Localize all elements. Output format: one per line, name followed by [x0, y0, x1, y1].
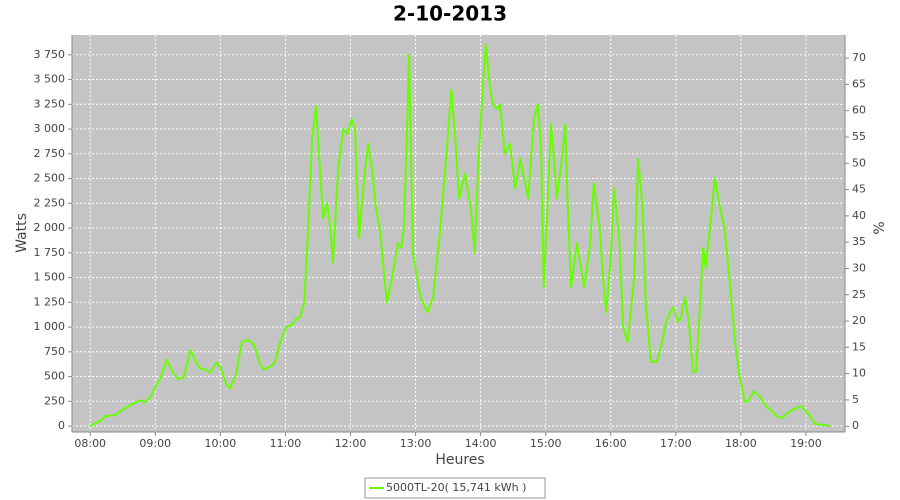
y-tick-label: 250	[44, 394, 65, 407]
x-tick-label: 13:00	[400, 437, 432, 450]
y-tick-label: 2 000	[34, 221, 66, 234]
y2-tick-label: 70	[852, 51, 866, 64]
y-tick-label: 1 000	[34, 320, 66, 333]
y2-tick-label: 5	[852, 393, 859, 406]
y-tick-label: 3 250	[34, 97, 66, 110]
legend	[364, 477, 546, 499]
x-tick-label: 16:00	[595, 437, 627, 450]
y-tick-label: 2 750	[34, 147, 66, 160]
y-tick-label: 1 500	[34, 271, 66, 284]
x-tick-label: 14:00	[465, 437, 497, 450]
x-axis-label: Heures	[435, 452, 484, 468]
y-tick-label: 3 750	[34, 48, 66, 61]
y2-tick-label: 15	[852, 340, 866, 353]
x-tick-label: 09:00	[139, 437, 171, 450]
y2-tick-label: 60	[852, 104, 866, 117]
y2-tick-label: 50	[852, 156, 866, 169]
y-tick-label: 2 500	[34, 172, 66, 185]
y2-tick-label: 55	[852, 130, 866, 143]
legend-label: 5000TL-20( 15,741 kWh )	[386, 481, 526, 494]
y2-tick-label: 65	[852, 77, 866, 90]
y2-axis-label: %	[872, 221, 888, 234]
y-tick-label: 750	[44, 345, 65, 358]
y2-tick-label: 25	[852, 288, 866, 301]
x-tick-label: 12:00	[335, 437, 367, 450]
x-tick-label: 15:00	[530, 437, 562, 450]
x-tick-label: 17:00	[660, 437, 692, 450]
x-tick-label: 08:00	[74, 437, 106, 450]
y-tick-label: 1 250	[34, 295, 66, 308]
y-tick-label: 3 000	[34, 122, 66, 135]
plot-area	[72, 35, 845, 432]
y2-tick-label: 20	[852, 314, 866, 327]
series-line	[89, 43, 831, 428]
y-tick-label: 0	[58, 419, 65, 432]
y2-tick-label: 30	[852, 261, 866, 274]
y2-tick-label: 45	[852, 183, 866, 196]
y-axis-label: Watts	[14, 213, 30, 253]
x-tick-label: 10:00	[205, 437, 237, 450]
chart-title: 2-10-2013	[393, 2, 507, 26]
y-tick-label: 1 750	[34, 246, 66, 259]
x-tick-label: 19:00	[790, 437, 822, 450]
x-tick-label: 11:00	[270, 437, 302, 450]
y2-tick-label: 0	[852, 419, 859, 432]
y-tick-label: 500	[44, 370, 65, 383]
x-tick-label: 18:00	[725, 437, 757, 450]
y2-tick-label: 35	[852, 235, 866, 248]
grid	[72, 35, 845, 432]
y-tick-label: 2 250	[34, 196, 66, 209]
lines	[89, 43, 831, 428]
y2-tick-label: 10	[852, 367, 866, 380]
y-tick-label: 3 500	[34, 73, 66, 86]
y2-tick-label: 40	[852, 209, 866, 222]
